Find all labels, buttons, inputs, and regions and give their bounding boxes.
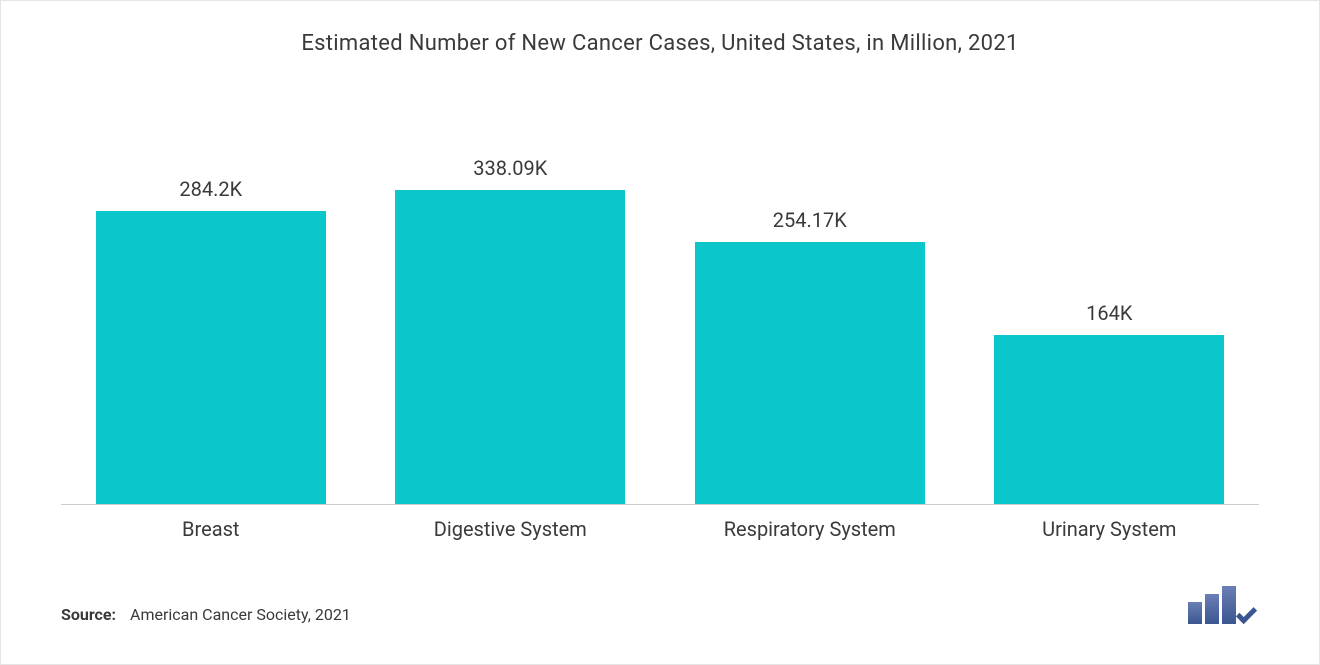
bar-value-label: 254.17K (773, 208, 847, 232)
bar-group: 164K (994, 156, 1224, 504)
x-axis-label: Digestive System (395, 517, 625, 541)
x-axis-label: Urinary System (994, 517, 1224, 541)
source-text: American Cancer Society, 2021 (130, 605, 351, 624)
bar-value-label: 338.09K (473, 156, 547, 180)
source-citation: Source: American Cancer Society, 2021 (61, 605, 351, 624)
x-axis-label: Breast (96, 517, 326, 541)
bar-group: 284.2K (96, 156, 326, 504)
bar (96, 211, 326, 504)
chart-container: Estimated Number of New Cancer Cases, Un… (0, 0, 1320, 665)
plot-area: 284.2K 338.09K 254.17K 164K (61, 66, 1259, 505)
bar (395, 190, 625, 504)
source-label: Source: (61, 605, 116, 624)
chart-footer: Source: American Cancer Society, 2021 (61, 586, 1259, 624)
logo-check-icon (1239, 586, 1259, 624)
logo-bar-icon (1222, 586, 1236, 624)
brand-logo (1188, 586, 1259, 624)
bar-group: 338.09K (395, 156, 625, 504)
logo-bar-icon (1188, 602, 1202, 624)
bar-group: 254.17K (695, 156, 925, 504)
bar (695, 242, 925, 504)
bar (994, 335, 1224, 504)
logo-bar-icon (1205, 594, 1219, 624)
chart-title: Estimated Number of New Cancer Cases, Un… (61, 31, 1259, 56)
x-axis-label: Respiratory System (695, 517, 925, 541)
bar-value-label: 284.2K (179, 177, 242, 201)
x-axis-labels: Breast Digestive System Respiratory System… (61, 505, 1259, 541)
bar-value-label: 164K (1086, 301, 1132, 325)
